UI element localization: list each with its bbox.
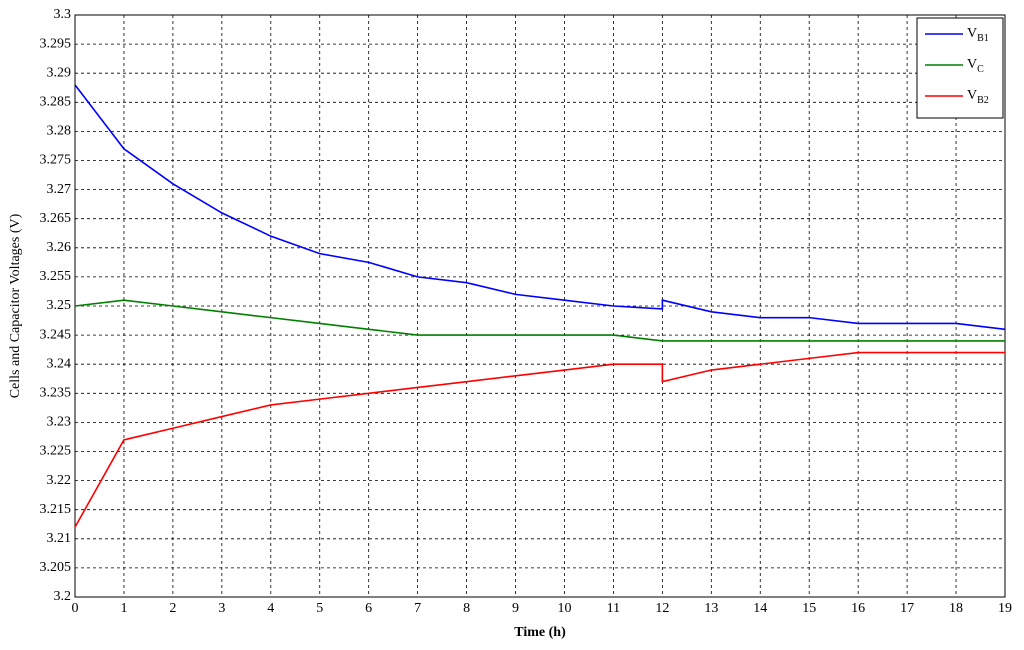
y-tick-label: 3.275 bbox=[40, 153, 72, 168]
y-tick-label: 3.3 bbox=[54, 7, 72, 22]
x-tick-label: 3 bbox=[218, 601, 225, 616]
x-tick-label: 15 bbox=[802, 601, 816, 616]
x-tick-label: 17 bbox=[900, 601, 914, 616]
x-tick-label: 11 bbox=[607, 601, 620, 616]
y-tick-label: 3.285 bbox=[40, 95, 72, 110]
series-line bbox=[74, 351, 1005, 528]
x-tick-label: 7 bbox=[414, 601, 421, 616]
legend-label: VC bbox=[967, 57, 984, 75]
y-tick-label: 3.245 bbox=[40, 327, 72, 342]
x-tick-label: 1 bbox=[120, 601, 127, 616]
x-tick-label: 16 bbox=[851, 601, 865, 616]
y-tick-label: 3.225 bbox=[40, 444, 72, 459]
x-tick-label: 2 bbox=[169, 601, 176, 616]
series-line bbox=[74, 299, 1005, 342]
x-tick-label: 8 bbox=[463, 601, 470, 616]
x-tick-label: 19 bbox=[998, 601, 1012, 616]
y-tick-label: 3.24 bbox=[47, 356, 72, 371]
x-tick-label: 10 bbox=[557, 601, 571, 616]
y-tick-label: 3.22 bbox=[47, 473, 72, 488]
y-tick-label: 3.29 bbox=[47, 65, 72, 80]
x-tick-label: 12 bbox=[655, 601, 669, 616]
y-tick-label: 3.205 bbox=[40, 560, 72, 575]
legend-label: VB1 bbox=[967, 26, 989, 44]
y-tick-label: 3.27 bbox=[47, 182, 72, 197]
y-axis-label: Cells and Capacitor Voltages (V) bbox=[8, 213, 23, 398]
series-line bbox=[74, 84, 1006, 331]
x-tick-label: 4 bbox=[267, 601, 274, 616]
y-tick-label: 3.2 bbox=[54, 589, 72, 604]
x-tick-label: 6 bbox=[365, 601, 372, 616]
y-tick-label: 3.235 bbox=[40, 386, 72, 401]
x-tick-label: 5 bbox=[316, 601, 323, 616]
y-tick-label: 3.265 bbox=[40, 211, 72, 226]
legend-label: VB2 bbox=[967, 88, 989, 106]
x-tick-label: 13 bbox=[704, 601, 718, 616]
y-tick-label: 3.23 bbox=[47, 415, 72, 430]
y-tick-label: 3.26 bbox=[47, 240, 72, 255]
x-tick-label: 14 bbox=[753, 601, 767, 616]
y-tick-label: 3.295 bbox=[40, 36, 72, 51]
y-tick-label: 3.215 bbox=[40, 502, 72, 517]
y-tick-label: 3.255 bbox=[40, 269, 72, 284]
legend-box bbox=[916, 17, 1004, 119]
x-tick-label: 18 bbox=[949, 601, 963, 616]
y-tick-label: 3.28 bbox=[47, 124, 72, 139]
x-axis-label: Time (h) bbox=[514, 625, 566, 640]
x-tick-label: 0 bbox=[72, 601, 79, 616]
x-tick-label: 9 bbox=[512, 601, 519, 616]
y-tick-label: 3.25 bbox=[47, 298, 72, 313]
y-tick-label: 3.21 bbox=[47, 531, 72, 546]
